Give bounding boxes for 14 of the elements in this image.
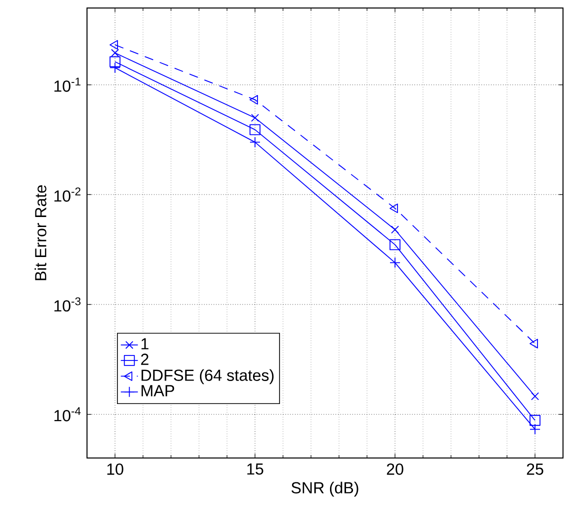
y-tick-label: 10$^{-1}$: [54, 78, 80, 92]
x-tick-label: 15: [247, 464, 264, 475]
y-tick-label: 10$^{-4}$: [54, 407, 81, 422]
x-tick-label: 10: [107, 464, 124, 475]
legend-label: 2: [141, 354, 148, 365]
y-axis-title: Bit Error Rate: [34, 185, 46, 280]
y-tick-label: 10$^{-3}$: [54, 297, 80, 312]
legend-label: MAP: [142, 385, 174, 396]
legend-label: DDFSE (64 states): [142, 369, 274, 384]
y-tick-label: 10$^{-2}$: [54, 187, 80, 202]
x-tick-label: 25: [526, 464, 544, 475]
x-axis-title: SNR (dB): [292, 482, 358, 497]
legend-label: 1: [142, 338, 148, 350]
x-tick-label: 20: [386, 464, 404, 475]
